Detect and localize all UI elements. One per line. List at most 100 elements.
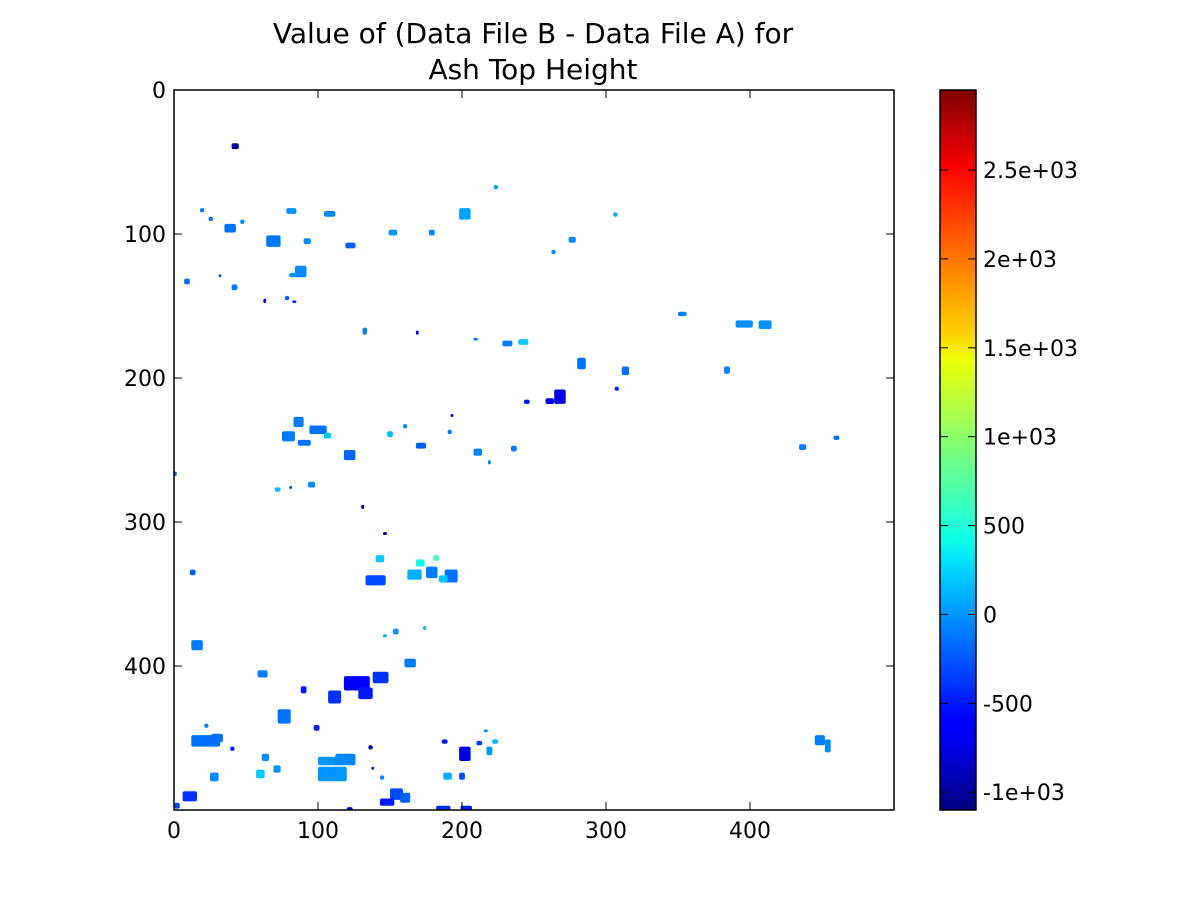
heatmap-cell bbox=[174, 802, 180, 809]
x-axis: 0 100 200 300 400 bbox=[167, 90, 771, 844]
colorbar: -1e+03 -500 0 500 1e+03 1.5e+03 2e+03 2.5e+03 bbox=[939, 89, 1078, 811]
heatmap-cell bbox=[492, 739, 498, 744]
heatmap-cell bbox=[814, 735, 825, 746]
heatmap-cell bbox=[392, 628, 399, 635]
heatmap-cell bbox=[382, 634, 388, 638]
heatmap-cell bbox=[423, 625, 426, 630]
heatmap-cell bbox=[289, 272, 297, 278]
plot-frame bbox=[173, 89, 895, 811]
heatmap-cell bbox=[303, 238, 311, 245]
heatmap-cell bbox=[459, 746, 471, 761]
heatmap-cell bbox=[191, 640, 203, 651]
heatmap-cell bbox=[358, 687, 373, 700]
chart-title-line-2: Ash Top Height bbox=[428, 53, 637, 86]
heatmap-cell bbox=[372, 671, 389, 684]
heatmap-cell bbox=[309, 425, 327, 435]
heatmap-cell bbox=[613, 212, 618, 217]
heatmap-cell bbox=[502, 340, 513, 347]
heatmap-cell bbox=[368, 745, 373, 750]
colorbar-tick-label: 0 bbox=[983, 603, 997, 628]
heatmap-cell bbox=[371, 766, 375, 770]
heatmap-cell bbox=[483, 729, 488, 733]
heatmap-cell bbox=[433, 555, 439, 561]
heatmap-cell bbox=[621, 366, 629, 376]
heatmap-cell bbox=[443, 772, 452, 780]
heatmap-cell bbox=[388, 229, 398, 236]
heatmap-cell bbox=[518, 339, 529, 345]
heatmap-cell bbox=[735, 320, 753, 328]
heatmap-cell bbox=[293, 416, 304, 427]
heatmap-cell bbox=[224, 223, 236, 233]
heatmap-cell bbox=[459, 208, 471, 220]
heatmap-cell bbox=[263, 298, 267, 304]
heatmap-cell bbox=[428, 229, 435, 236]
colorbar-tick-label: 2e+03 bbox=[983, 248, 1057, 273]
heatmap-cell bbox=[361, 504, 365, 509]
heatmap-cell bbox=[724, 366, 730, 374]
heatmap-cell bbox=[345, 242, 356, 249]
heatmap-cell bbox=[678, 311, 687, 317]
heatmap-cell bbox=[415, 559, 425, 567]
heatmap-cell bbox=[476, 740, 483, 746]
heatmap-cell bbox=[323, 211, 336, 217]
heatmap-cell bbox=[382, 532, 388, 535]
heatmap-cell bbox=[833, 435, 840, 440]
heatmap-cell bbox=[240, 219, 245, 224]
heatmap-cell bbox=[403, 424, 408, 429]
heatmap-cell bbox=[426, 566, 438, 579]
heatmap-cell bbox=[199, 208, 205, 213]
colorbar-tick-label: 1.5e+03 bbox=[983, 337, 1078, 362]
heatmap-cell bbox=[289, 486, 293, 489]
heatmap-cell bbox=[379, 775, 385, 780]
heatmap-cell bbox=[318, 766, 347, 782]
heatmap-cell bbox=[231, 143, 239, 150]
y-axis: 0 100 200 300 400 bbox=[124, 79, 894, 680]
heatmap-cell bbox=[231, 284, 238, 291]
heatmap-cell bbox=[277, 709, 291, 724]
heatmap-cell bbox=[211, 733, 223, 743]
heatmap-cell bbox=[274, 487, 281, 492]
x-tick-label: 100 bbox=[297, 819, 339, 844]
heatmap-cell bbox=[758, 320, 772, 329]
heatmap-cell bbox=[218, 274, 222, 278]
heatmap-cell bbox=[297, 439, 311, 446]
heatmap-cell bbox=[362, 327, 367, 335]
heatmap-cell bbox=[554, 389, 566, 404]
heatmap-cell bbox=[459, 772, 465, 780]
heatmap-cell bbox=[282, 431, 295, 442]
colorbar-tick-label: -1e+03 bbox=[983, 781, 1065, 806]
plot-background bbox=[174, 90, 894, 810]
heatmap-cell bbox=[313, 725, 320, 731]
heatmap-cell bbox=[300, 686, 307, 694]
colorbar-tick-label: 2.5e+03 bbox=[983, 159, 1078, 184]
y-tick-label: 200 bbox=[124, 367, 166, 392]
heatmap-cell bbox=[184, 278, 190, 285]
heatmap-cell bbox=[257, 670, 268, 678]
colorbar-gradient bbox=[940, 90, 976, 810]
heatmap-cell bbox=[473, 448, 483, 456]
heatmap-cell bbox=[365, 575, 386, 586]
colorbar-frame bbox=[939, 89, 977, 811]
y-tick-label: 100 bbox=[124, 223, 166, 248]
heatmap-cell bbox=[824, 739, 831, 753]
colorbar-tick-label: -500 bbox=[983, 692, 1033, 717]
heatmap-cell bbox=[204, 723, 209, 728]
heatmap-cell bbox=[436, 805, 451, 810]
heatmap-cell bbox=[284, 295, 290, 301]
colorbar-ticks: -1e+03 -500 0 500 1e+03 1.5e+03 2e+03 2.5e+03 bbox=[940, 159, 1078, 806]
heatmap-cell bbox=[523, 399, 530, 404]
y-tick-label: 0 bbox=[152, 79, 166, 104]
heatmap-cell bbox=[486, 746, 493, 756]
heatmap-cell bbox=[400, 792, 411, 803]
heatmap-cell bbox=[387, 431, 393, 438]
heatmap-cell bbox=[614, 386, 619, 391]
x-tick-label: 200 bbox=[441, 819, 483, 844]
heatmap-cell bbox=[568, 236, 576, 243]
chart-title: Value of (Data File B - Data File A) for… bbox=[273, 17, 794, 86]
heatmap-cell bbox=[404, 658, 416, 668]
heatmap-cells bbox=[174, 143, 840, 810]
heatmap-cell bbox=[328, 690, 342, 704]
heatmap-cell bbox=[343, 450, 356, 461]
heatmap-cell bbox=[256, 769, 265, 779]
x-tick-label: 300 bbox=[585, 819, 627, 844]
